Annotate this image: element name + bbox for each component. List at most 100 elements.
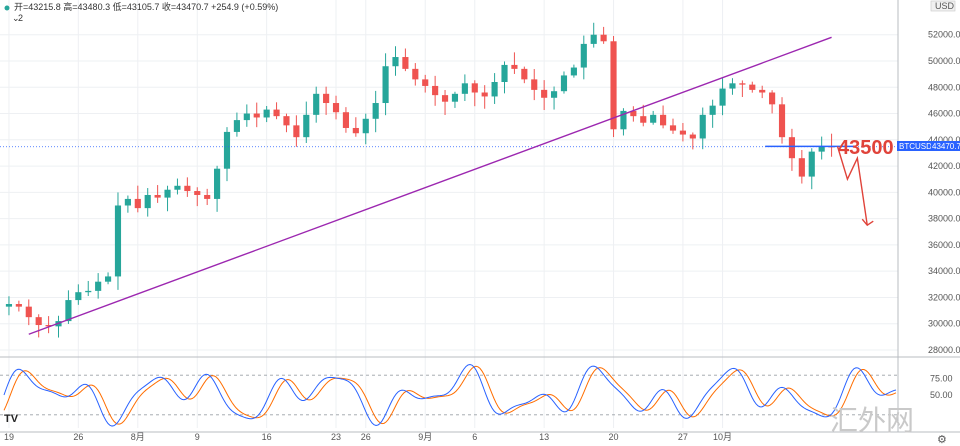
candle-body (313, 93, 320, 115)
candle-body (124, 198, 131, 206)
candle-body (15, 304, 22, 307)
candle-body (541, 89, 548, 98)
candle-body (352, 127, 359, 134)
candle-body (560, 75, 568, 92)
candle-body (253, 113, 260, 118)
level-annotation: 43500 (838, 137, 894, 159)
candle-body (630, 110, 637, 117)
candle-body (481, 92, 488, 97)
candle-body (303, 114, 310, 138)
y-tick-label: 48000.0 (928, 82, 960, 92)
candle-body (134, 198, 141, 209)
candle-body (214, 168, 221, 199)
y-tick-label: 42000.0 (928, 161, 960, 171)
candle-body (45, 325, 52, 327)
candle-body (273, 109, 280, 117)
x-tick-label: 26 (361, 432, 371, 442)
candle-body (174, 185, 181, 190)
candle-body (441, 95, 449, 102)
settings-gear-icon[interactable]: ⚙ (937, 434, 947, 446)
candle-body (372, 103, 379, 119)
candle-body (223, 131, 231, 169)
last-price-label: 43470.7 (932, 142, 960, 151)
stoch-d-line (3, 365, 897, 425)
tradingview-logo-icon: TV (4, 413, 19, 425)
x-tick-label: 27 (678, 432, 688, 442)
x-tick-label: 6 (472, 432, 477, 442)
candle-body (5, 304, 13, 307)
candle-body (35, 317, 42, 326)
candle-body (422, 79, 429, 86)
candle-body (669, 125, 677, 131)
y-tick-label: 32000.0 (928, 292, 960, 302)
projection-arrowhead (861, 218, 874, 227)
candle-body (293, 125, 300, 138)
y-tick-label: 38000.0 (928, 214, 960, 224)
candle-body (699, 114, 706, 139)
candle-body (95, 281, 102, 291)
stoch-tick-label: 75.00 (930, 374, 953, 384)
candle-body (412, 68, 419, 80)
candle-body (640, 116, 647, 123)
stoch-k-line (3, 363, 897, 427)
status-dot-icon (4, 5, 10, 11)
y-tick-label: 52000.0 (928, 30, 960, 40)
candle-body (75, 292, 82, 301)
candle-body (679, 130, 686, 135)
candle-body (818, 146, 825, 152)
candle-body (709, 105, 716, 115)
candle-body (521, 68, 528, 80)
candle-body (620, 110, 627, 130)
candle-body (283, 116, 290, 126)
ohlc-legend: 开=43215.8 高=43480.3 低=43105.7 收=43470.7 … (14, 1, 278, 12)
candle-body (501, 64, 508, 82)
candle-body (491, 82, 498, 97)
x-tick-label: 23 (331, 432, 341, 442)
y-tick-label: 28000.0 (928, 345, 960, 355)
candle-body (204, 194, 211, 199)
candle-body (650, 114, 657, 123)
candle-body (104, 276, 112, 282)
candle-body (184, 185, 191, 192)
trendline (28, 36, 832, 335)
candle-body (402, 57, 409, 69)
stoch-tick-label: 50.00 (930, 390, 953, 400)
candle-body (570, 67, 577, 76)
candle-body (729, 83, 736, 89)
y-tick-label: 44000.0 (928, 135, 960, 145)
y-tick-label: 30000.0 (928, 319, 960, 329)
x-tick-label: 9 (195, 432, 200, 442)
candle-body (194, 191, 201, 195)
candle-body (610, 41, 617, 130)
candle-body (511, 64, 518, 69)
candle-body (323, 93, 330, 104)
x-tick-label: 10月 (713, 432, 732, 442)
y-tick-label: 40000.0 (928, 187, 960, 197)
candle-body (451, 93, 459, 102)
candle-body (263, 109, 270, 118)
candle-body (85, 290, 92, 293)
candle-body (332, 103, 340, 113)
y-tick-label: 36000.0 (928, 240, 960, 250)
candle-body (580, 43, 587, 68)
indicator-collapse-icon[interactable]: ⌄ (12, 13, 20, 23)
y-tick-label: 46000.0 (928, 109, 960, 119)
candle-body (461, 83, 468, 94)
y-tick-label: 34000.0 (928, 266, 960, 276)
candle-body (382, 66, 389, 104)
candle-body (164, 189, 171, 198)
candle-body (590, 34, 597, 44)
symbol-tag (897, 141, 931, 151)
candle-body (600, 34, 607, 42)
candle-body (342, 112, 350, 128)
candle-body (719, 88, 726, 106)
candle-body (114, 205, 122, 277)
y-tick-label: 50000.0 (928, 56, 960, 66)
projection-path (836, 146, 868, 226)
candle-body (550, 91, 558, 98)
x-tick-label: 20 (609, 432, 619, 442)
candle-body (660, 114, 667, 126)
x-tick-label: 9月 (418, 432, 432, 442)
currency-badge[interactable] (930, 0, 956, 12)
